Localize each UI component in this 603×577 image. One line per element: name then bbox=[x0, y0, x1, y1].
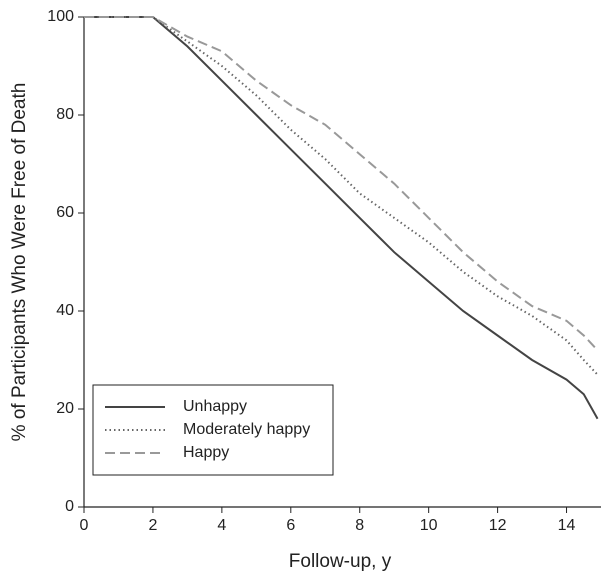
y-tick-label: 60 bbox=[56, 204, 74, 221]
x-tick-label: 12 bbox=[489, 517, 507, 534]
y-tick-label: 20 bbox=[56, 400, 74, 417]
x-tick-label: 4 bbox=[217, 517, 226, 534]
x-axis-label: Follow-up, y bbox=[289, 551, 392, 572]
y-tick-label: 0 bbox=[65, 498, 74, 515]
x-tick-label: 14 bbox=[558, 517, 576, 534]
legend-label: Moderately happy bbox=[183, 421, 310, 438]
y-tick-label: 80 bbox=[56, 106, 74, 123]
x-tick-label: 0 bbox=[80, 517, 89, 534]
x-tick-label: 6 bbox=[286, 517, 295, 534]
series-line bbox=[84, 16, 599, 420]
legend-label: Happy bbox=[183, 444, 229, 461]
x-tick-label: 8 bbox=[355, 517, 364, 534]
legend-label: Unhappy bbox=[183, 398, 247, 415]
y-axis-label: % of Participants Who Were Free of Death bbox=[9, 83, 30, 442]
x-tick-label: 2 bbox=[148, 517, 157, 534]
series-line bbox=[84, 16, 599, 376]
x-tick-label: 10 bbox=[420, 517, 438, 534]
y-tick-label: 40 bbox=[56, 302, 74, 319]
y-tick-label: 100 bbox=[47, 8, 74, 25]
series-line bbox=[84, 16, 599, 351]
